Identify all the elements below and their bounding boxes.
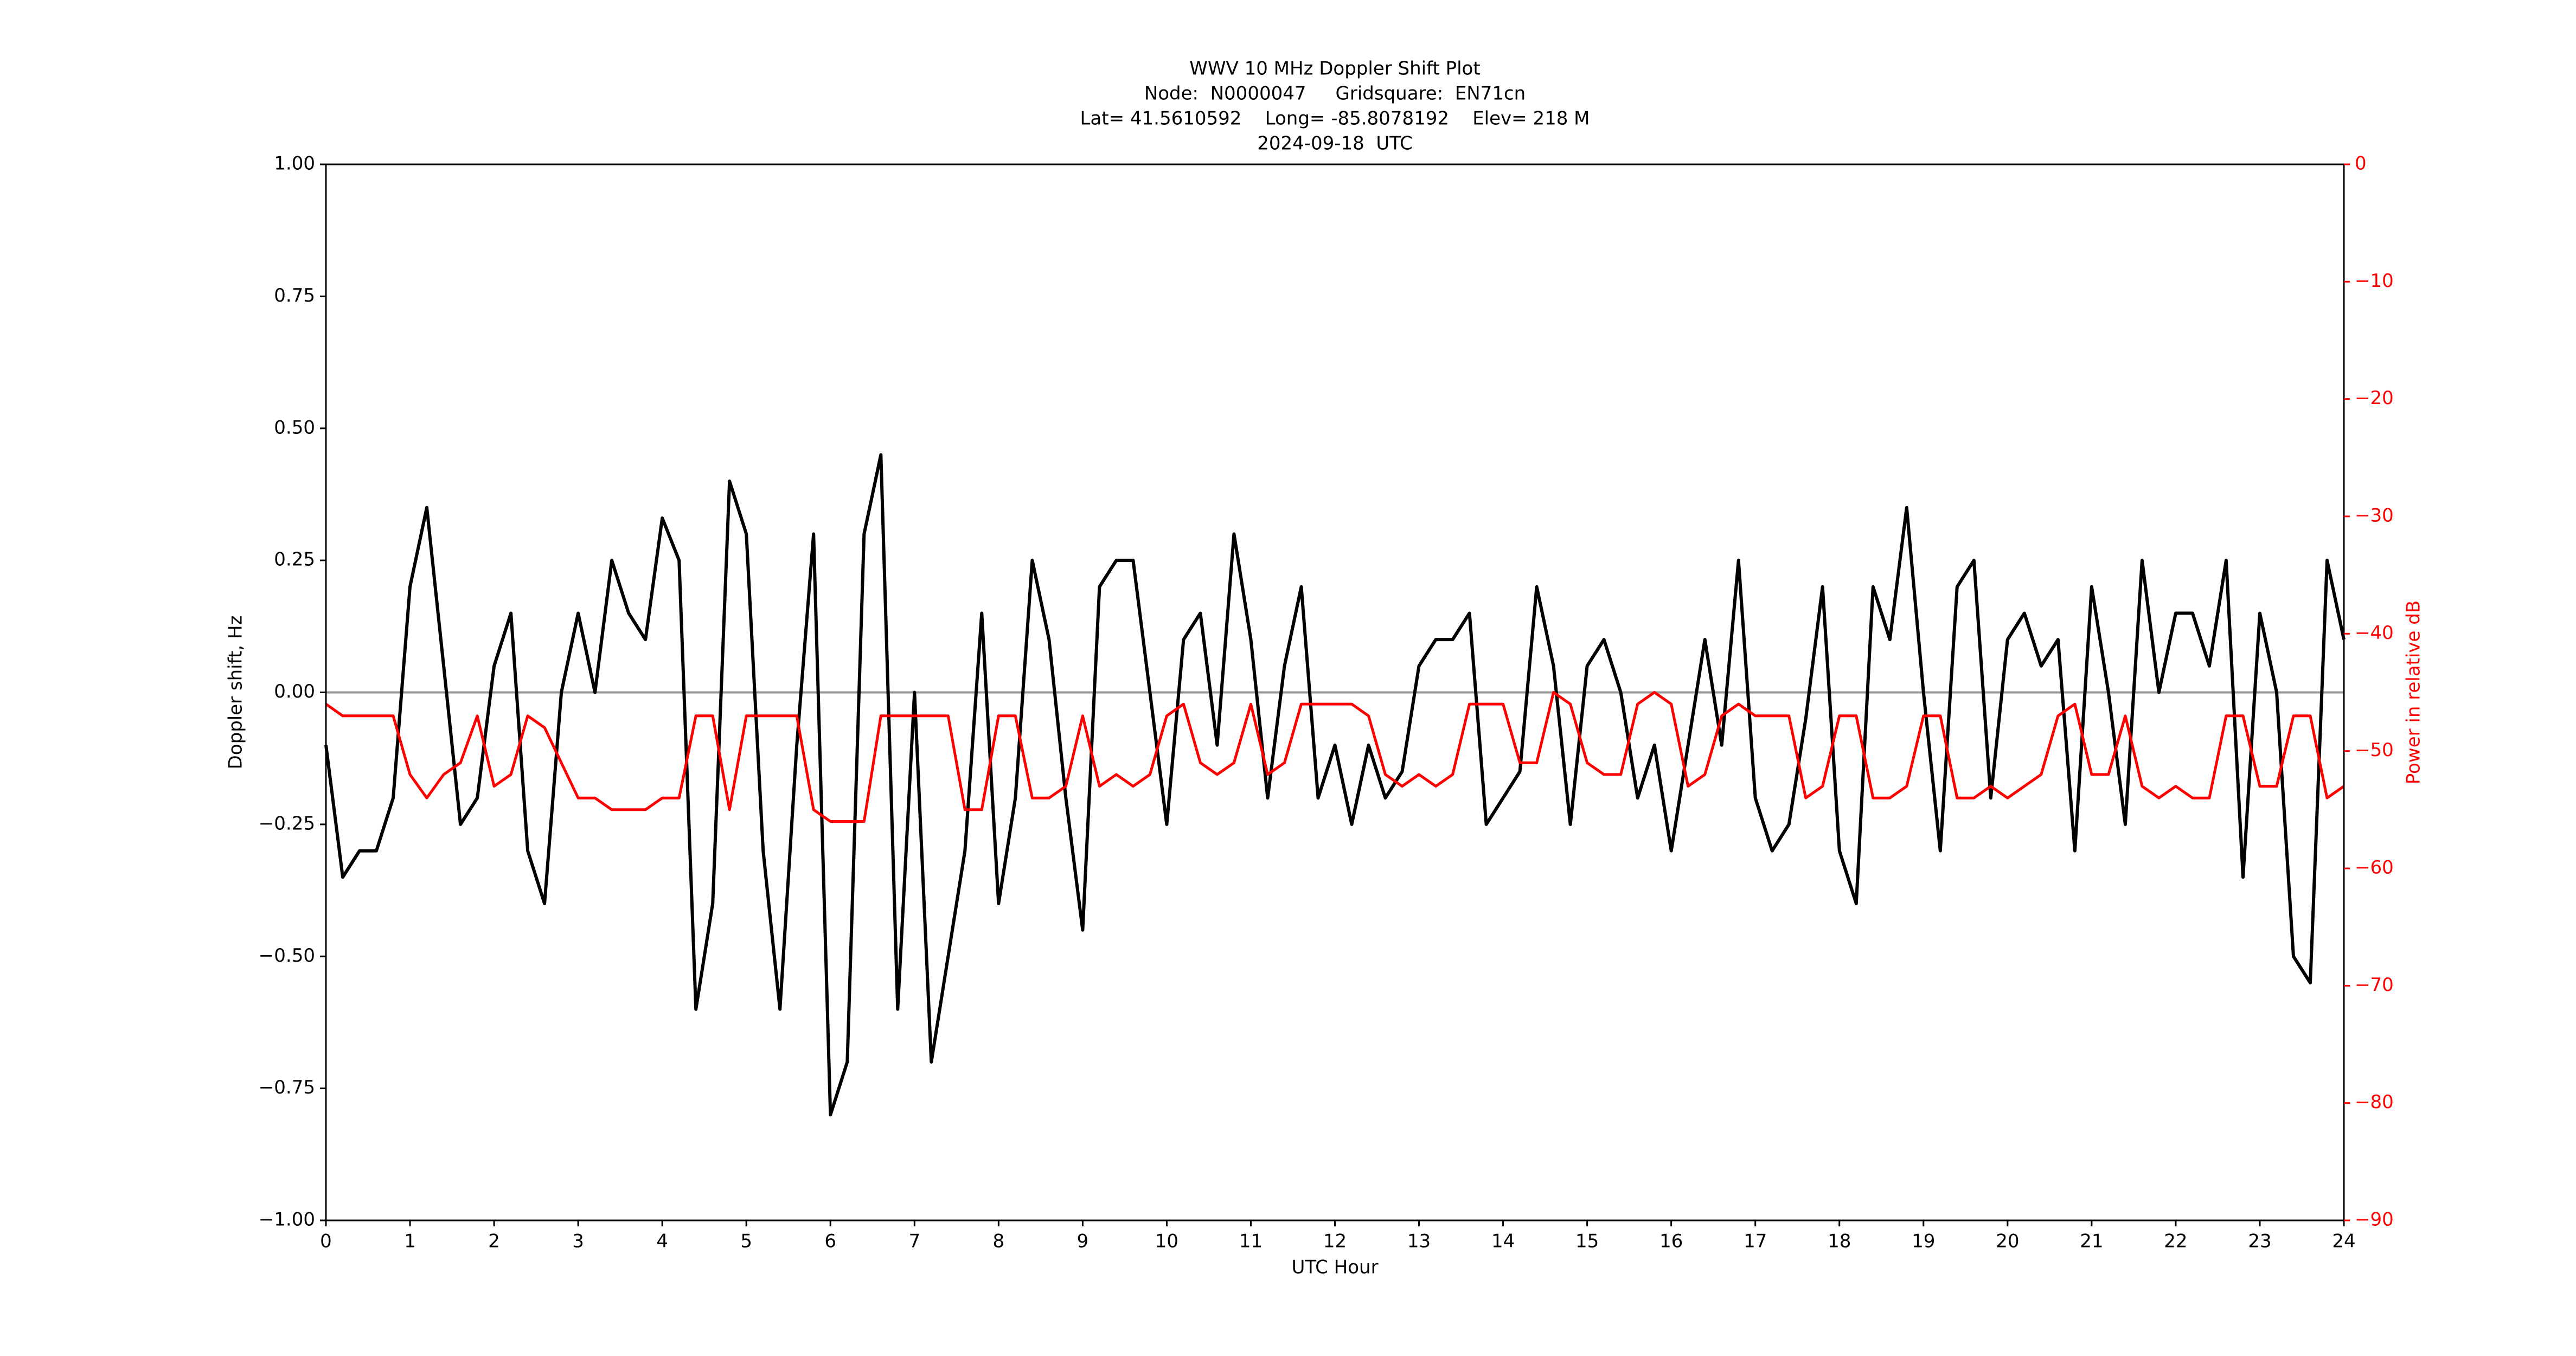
y2-tick-label: −30	[2355, 505, 2394, 527]
x-tick-label: 23	[2248, 1231, 2271, 1252]
y2-tick-label: −10	[2355, 270, 2394, 292]
y2-tick-label: −80	[2355, 1091, 2394, 1113]
y2-tick-label: −90	[2355, 1209, 2394, 1231]
x-tick-label: 24	[2332, 1231, 2355, 1252]
chart-title: WWV 10 MHz Doppler Shift Plot	[1189, 58, 1480, 80]
x-tick-label: 5	[740, 1231, 752, 1252]
x-tick-label: 17	[1744, 1231, 1767, 1252]
y-tick-label: 1.00	[274, 153, 315, 175]
y2-tick-label: 0	[2355, 153, 2367, 175]
y-tick-label: 0.00	[274, 681, 315, 702]
y2-axis-label: Power in relative dB	[2403, 600, 2425, 784]
x-tick-label: 19	[1912, 1231, 1935, 1252]
x-tick-label: 14	[1491, 1231, 1515, 1252]
x-tick-label: 2	[488, 1231, 500, 1252]
y-tick-label: −1.00	[259, 1209, 315, 1231]
chart-title: 2024-09-18 UTC	[1257, 133, 1413, 155]
y2-tick-label: −40	[2355, 622, 2394, 644]
y-tick-label: 0.25	[274, 549, 315, 571]
x-tick-label: 11	[1239, 1231, 1263, 1252]
x-tick-label: 8	[993, 1231, 1005, 1252]
y-tick-label: −0.25	[259, 813, 315, 834]
y-axis-label: Doppler shift, Hz	[225, 616, 247, 770]
y2-tick-label: −60	[2355, 857, 2394, 879]
y-tick-label: 0.50	[274, 417, 315, 438]
y2-tick-label: −70	[2355, 974, 2394, 996]
y-tick-label: 0.75	[274, 285, 315, 306]
y-tick-label: −0.75	[259, 1077, 315, 1098]
x-tick-label: 13	[1407, 1231, 1431, 1252]
x-tick-label: 21	[2080, 1231, 2103, 1252]
x-tick-label: 3	[572, 1231, 584, 1252]
y-tick-label: −0.50	[259, 945, 315, 967]
x-axis-label: UTC Hour	[1291, 1257, 1378, 1278]
series-line	[325, 691, 2345, 823]
series-line	[324, 453, 2346, 1117]
x-tick-label: 18	[1828, 1231, 1851, 1252]
x-tick-label: 1	[404, 1231, 416, 1252]
x-tick-label: 15	[1575, 1231, 1599, 1252]
x-tick-label: 22	[2164, 1231, 2187, 1252]
chart-title: Lat= 41.5610592 Long= -85.8078192 Elev= …	[1080, 108, 1590, 130]
x-tick-label: 6	[824, 1231, 836, 1252]
chart-title: Node: N0000047 Gridsquare: EN71cn	[1144, 83, 1526, 105]
y2-tick-label: −50	[2355, 739, 2394, 761]
x-tick-label: 9	[1077, 1231, 1089, 1252]
x-tick-label: 7	[908, 1231, 920, 1252]
x-tick-label: 12	[1323, 1231, 1347, 1252]
x-tick-label: 10	[1155, 1231, 1178, 1252]
x-tick-label: 20	[1996, 1231, 2019, 1252]
y2-tick-label: −20	[2355, 387, 2394, 409]
x-tick-label: 0	[320, 1231, 332, 1252]
x-tick-label: 16	[1659, 1231, 1683, 1252]
x-tick-label: 4	[656, 1231, 668, 1252]
